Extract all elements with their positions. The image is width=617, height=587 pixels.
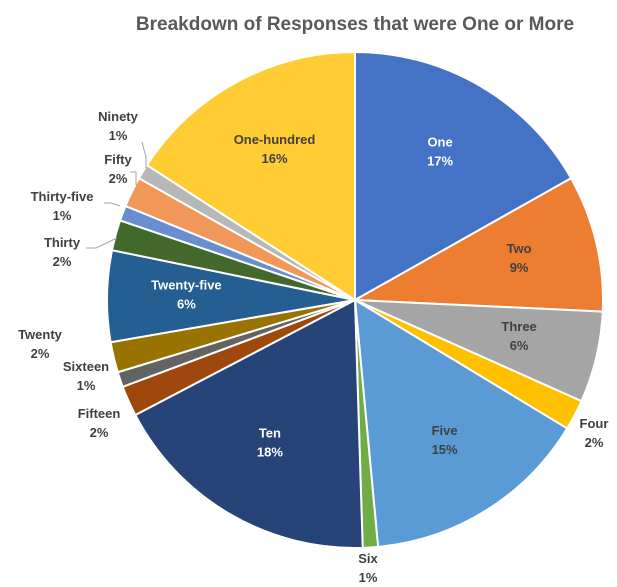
slice-percent: 2%: [31, 346, 50, 361]
slice-label-thirty-five: Thirty-five 1%: [31, 189, 94, 223]
slice-name: Three: [501, 319, 536, 334]
slice-percent: 18%: [257, 445, 283, 460]
slice-name: One-hundred: [234, 132, 316, 147]
slice-label-two: Two 9%: [507, 241, 532, 275]
slice-name: Twenty: [18, 327, 63, 342]
slice-label-twenty: Twenty 2%: [18, 327, 63, 361]
slice-label-twenty-five: Twenty-five 6%: [151, 277, 222, 311]
slice-label-five: Five 15%: [432, 423, 458, 457]
pie-slice-two: [351, 176, 604, 313]
slice-name: Six: [358, 551, 378, 566]
slice-name: Fifteen: [78, 406, 121, 421]
slice-label-six: Six 1%: [358, 551, 378, 585]
slice-name: Two: [507, 241, 532, 256]
slice-percent: 15%: [432, 442, 458, 457]
slice-name: Twenty-five: [151, 277, 222, 292]
slice-percent: 1%: [53, 208, 72, 223]
slice-percent: 17%: [427, 153, 453, 168]
pie-slice-five: [353, 298, 569, 549]
slice-label-thirty: Thirty 2%: [44, 235, 81, 269]
slice-label-ten: Ten 18%: [257, 426, 283, 460]
pie-slice-ten: [133, 298, 364, 549]
slice-percent: 6%: [510, 338, 529, 353]
slice-name: Ninety: [98, 109, 139, 124]
slice-percent: 2%: [53, 254, 72, 269]
slice-percent: 16%: [261, 151, 287, 166]
pie-slice-one-hundred: [145, 50, 356, 302]
slice-name: Thirty: [44, 235, 81, 250]
leader-line-thirty-five: [104, 202, 121, 207]
slice-name: Sixteen: [63, 359, 109, 374]
slice-label-one-hundred: One-hundred 16%: [234, 132, 316, 166]
slice-percent: 2%: [585, 435, 604, 450]
slice-label-fifty: Fifty 2%: [104, 152, 132, 186]
slice-name: One: [427, 134, 452, 149]
slice-name: Four: [580, 416, 609, 431]
slice-percent: 2%: [109, 171, 128, 186]
slice-name: Five: [432, 423, 458, 438]
slice-percent: 9%: [510, 260, 529, 275]
slice-label-four: Four 2%: [580, 416, 609, 450]
leader-line-ninety: [141, 141, 147, 168]
leader-line-thirty: [86, 237, 118, 249]
slice-name: Thirty-five: [31, 189, 94, 204]
pie-slice-one: [354, 50, 573, 302]
slice-name: Fifty: [104, 152, 132, 167]
leader-line-fifty: [130, 171, 137, 185]
chart-title: Breakdown of Responses that were One or …: [136, 14, 574, 35]
slice-label-one: One 17%: [427, 134, 453, 168]
slice-label-three: Three 6%: [501, 319, 536, 353]
slice-percent: 1%: [109, 128, 128, 143]
slice-label-fifteen: Fifteen 2%: [78, 406, 121, 440]
slice-percent: 1%: [359, 570, 378, 585]
slice-name: Ten: [259, 426, 281, 441]
slice-label-sixteen: Sixteen 1%: [63, 359, 109, 393]
slice-label-ninety: Ninety 1%: [98, 109, 139, 143]
slice-percent: 1%: [77, 378, 96, 393]
slice-percent: 6%: [177, 296, 196, 311]
slice-percent: 2%: [90, 425, 109, 440]
